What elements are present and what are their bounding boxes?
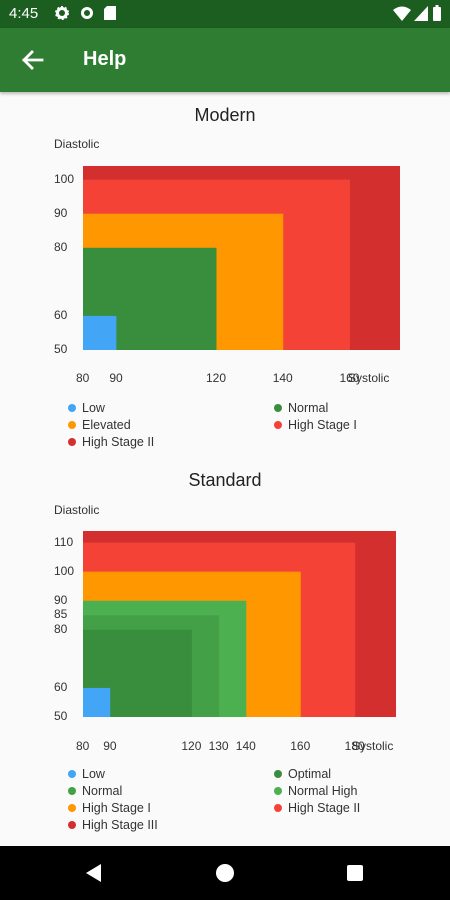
y-tick-label: 90 xyxy=(54,592,68,607)
chart-title-modern: Modern xyxy=(194,105,256,125)
settings-icon xyxy=(55,6,69,20)
legend-swatch xyxy=(68,820,76,829)
legend-label: Low xyxy=(82,401,105,415)
y-tick-label: 110 xyxy=(54,534,74,549)
x-tick-label: 160 xyxy=(290,739,311,753)
y-tick-label: 90 xyxy=(54,205,68,220)
legend-swatch xyxy=(68,803,76,812)
legend-label: Optimal xyxy=(288,767,332,781)
signal-icon xyxy=(414,6,428,21)
status-time: 4:45 xyxy=(9,5,39,22)
y-tick-label: 50 xyxy=(54,709,68,723)
legend-label: High Stage II xyxy=(288,801,361,815)
page-title: Help xyxy=(83,48,127,70)
status-bar: 4:45 xyxy=(0,0,450,28)
battery-icon xyxy=(433,5,441,21)
region-low xyxy=(83,687,111,717)
x-tick-label: 80 xyxy=(76,739,90,753)
legend-swatch xyxy=(274,769,282,778)
navigation-bar xyxy=(0,846,450,900)
nav-recents-icon[interactable] xyxy=(341,859,369,887)
wifi-icon xyxy=(393,6,411,21)
legend-swatch xyxy=(68,420,76,429)
legend-label: High Stage II xyxy=(82,435,155,449)
x-tick-label: 120 xyxy=(181,739,202,753)
x-tick-label: 130 xyxy=(208,739,229,753)
chart-plot-area xyxy=(83,166,400,350)
legend-item: Normal High xyxy=(274,783,357,799)
legend-swatch xyxy=(68,403,76,412)
legend-label: Normal xyxy=(82,784,123,798)
y-tick-label: 85 xyxy=(54,607,68,622)
legend-swatch xyxy=(68,437,76,446)
legend-item: High Stage II xyxy=(68,434,154,450)
legend-item: High Stage I xyxy=(68,800,151,816)
sd-card-icon xyxy=(104,6,116,20)
legend-label: High Stage I xyxy=(82,801,151,815)
x-tick-label: 180 xyxy=(344,739,365,753)
legend-item: Low xyxy=(68,766,105,782)
x-tick-label: 90 xyxy=(109,371,123,385)
legend-label: Low xyxy=(82,767,105,781)
x-tick-label: 80 xyxy=(76,371,90,385)
legend-label: High Stage III xyxy=(82,818,158,832)
y-tick-label: 100 xyxy=(54,563,75,578)
legend-label: Normal xyxy=(288,401,329,415)
y-axis-label-modern: Diastolic xyxy=(54,137,100,151)
chart-plot-area xyxy=(83,531,396,717)
legend-swatch xyxy=(274,403,282,412)
x-tick-label: 140 xyxy=(272,371,293,385)
x-tick-label: 90 xyxy=(103,739,117,753)
region-low xyxy=(83,315,117,350)
legend-item: High Stage I xyxy=(274,417,357,433)
legend-label: Elevated xyxy=(82,418,131,432)
x-axis-label-standard: Systolic xyxy=(352,739,394,753)
sync-icon xyxy=(81,7,93,19)
nav-back-icon[interactable] xyxy=(80,859,108,887)
back-arrow-icon[interactable] xyxy=(14,42,50,78)
chart-modern xyxy=(83,166,400,350)
legend-item: Optimal xyxy=(274,766,331,782)
x-tick-label: 120 xyxy=(205,371,226,385)
y-tick-label: 60 xyxy=(54,679,68,694)
y-tick-label: 60 xyxy=(54,307,68,322)
legend-item: High Stage II xyxy=(274,800,360,816)
legend-item: Normal xyxy=(274,400,328,416)
legend-item: Low xyxy=(68,400,105,416)
legend-swatch xyxy=(274,786,282,795)
x-tick-label: 160 xyxy=(339,371,360,385)
legend-swatch xyxy=(274,420,282,429)
chart-standard xyxy=(83,531,396,717)
legend-label: Normal High xyxy=(288,784,358,798)
chart-title-standard: Standard xyxy=(188,470,262,490)
x-tick-label: 140 xyxy=(235,739,256,753)
y-tick-label: 100 xyxy=(54,171,75,186)
y-tick-label: 80 xyxy=(54,239,68,254)
y-axis-label-standard: Diastolic xyxy=(54,503,100,517)
legend-label: High Stage I xyxy=(288,418,357,432)
y-tick-label: 50 xyxy=(54,342,68,356)
x-axis-label-modern: Systolic xyxy=(348,371,390,385)
legend-item: Normal xyxy=(68,783,122,799)
legend-swatch xyxy=(68,786,76,795)
help-content: Modern Diastolic 100 90 80 60 50 80 90 120 140 1… xyxy=(0,92,450,846)
app-bar: Help xyxy=(0,28,450,92)
y-tick-label: 80 xyxy=(54,621,68,636)
legend-item: Elevated xyxy=(68,417,131,433)
legend-swatch xyxy=(274,803,282,812)
legend-swatch xyxy=(68,769,76,778)
nav-home-icon[interactable] xyxy=(211,859,239,887)
legend-item: High Stage III xyxy=(68,817,158,833)
